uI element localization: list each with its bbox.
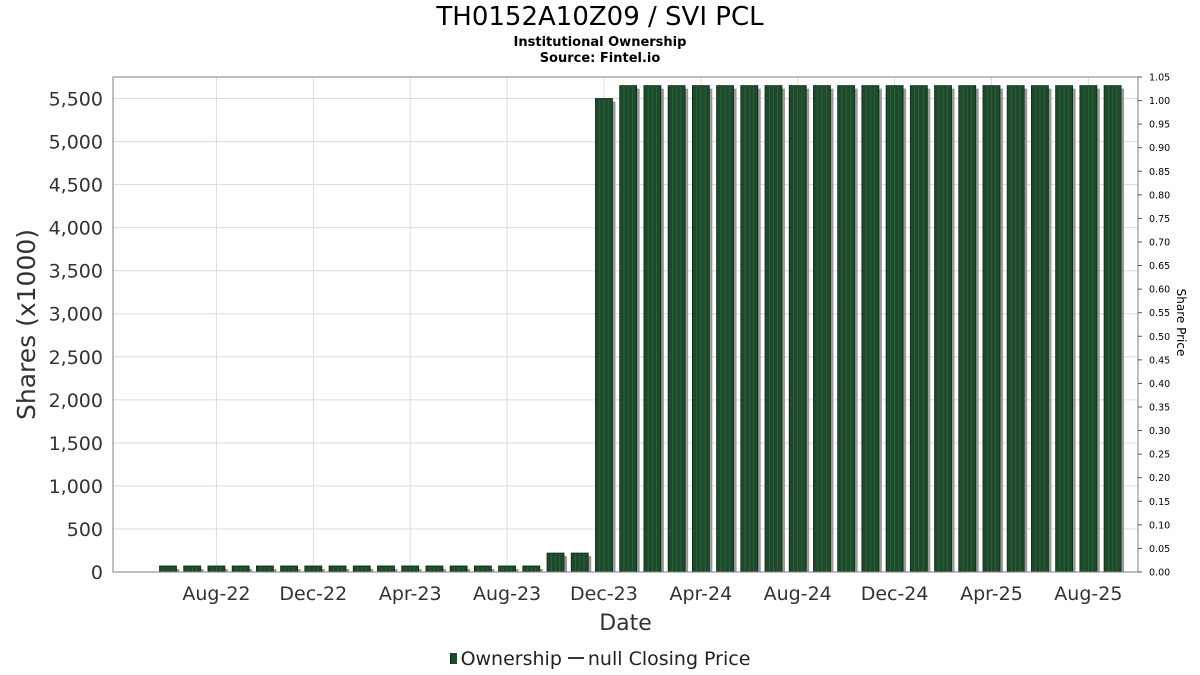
y2-tick-label: 0.60	[1149, 285, 1170, 296]
y2-tick-label: 0.40	[1149, 379, 1170, 390]
y-tick-label: 1,500	[49, 433, 103, 455]
x-axis: Aug-22 Dec-22 Apr-23 Aug-23 Dec-23 Apr-24 Aug-…	[182, 583, 1122, 605]
y-tick-label: 3,000	[49, 304, 103, 326]
y2-axis-label: Share Price	[1174, 289, 1188, 357]
x-tick-label: Aug-22	[182, 583, 250, 605]
y-tick-label: 2,500	[49, 347, 103, 369]
y2-axis: 0.00 0.05 0.10 0.15 0.20 0.25 0.30 0.35 0.40 0.45…	[1138, 73, 1170, 579]
x-tick-label: Aug-24	[764, 583, 832, 605]
y2-tick-label: 0.30	[1149, 426, 1170, 437]
x-axis-label: Date	[599, 611, 652, 636]
x-tick-label: Aug-23	[473, 583, 541, 605]
y2-tick-label: 0.25	[1149, 450, 1170, 461]
y-axis-label: Shares (x1000)	[12, 229, 41, 420]
y2-tick-label: 0.90	[1149, 143, 1170, 154]
y2-tick-label: 0.50	[1149, 332, 1170, 343]
y2-tick-label: 0.10	[1149, 520, 1170, 531]
legend-ownership-label: Ownership	[460, 648, 562, 670]
y2-tick-label: 0.35	[1149, 403, 1170, 414]
y2-tick-label: 0.65	[1149, 261, 1170, 272]
y2-tick-label: 0.00	[1149, 568, 1170, 579]
y2-tick-label: 0.95	[1149, 120, 1170, 131]
y-tick-label: 4,000	[49, 218, 103, 240]
legend-price-label: null Closing Price	[587, 648, 751, 670]
y2-tick-label: 0.20	[1149, 473, 1170, 484]
legend: Ownership null Closing Price	[0, 647, 1200, 671]
y2-tick-label: 0.85	[1149, 167, 1170, 178]
y-axis: 0 500 1,000 1,500 2,000 2,500 3,000 3,500 4,000 4…	[49, 89, 103, 584]
legend-ownership-swatch	[449, 653, 457, 664]
y-tick-label: 2,000	[49, 390, 103, 412]
y-tick-label: 500	[67, 519, 103, 541]
y-tick-label: 3,500	[49, 261, 103, 283]
x-tick-label: Aug-25	[1054, 583, 1122, 605]
y-tick-label: 1,000	[49, 476, 103, 498]
x-tick-label: Dec-23	[570, 583, 638, 605]
x-tick-label: Dec-24	[861, 583, 929, 605]
plot-frame	[112, 76, 1139, 573]
x-tick-label: Dec-22	[279, 583, 347, 605]
y2-tick-label: 0.45	[1149, 355, 1170, 366]
chart-subtitle: Institutional Ownership	[513, 35, 687, 50]
y2-tick-label: 0.75	[1149, 214, 1170, 225]
x-tick-label: Apr-25	[960, 583, 1023, 605]
y2-tick-label: 0.80	[1149, 190, 1170, 201]
y-tick-label: 0	[91, 562, 103, 584]
y2-tick-label: 0.55	[1149, 308, 1170, 319]
legend-price-swatch	[567, 657, 584, 659]
y2-tick-label: 1.00	[1149, 96, 1170, 107]
chart-source: Source: Fintel.io	[539, 51, 661, 66]
y2-tick-label: 0.15	[1149, 497, 1170, 508]
y2-tick-label: 0.05	[1149, 544, 1170, 555]
bars	[159, 85, 1125, 573]
y-tick-label: 4,500	[49, 175, 103, 197]
y-tick-label: 5,500	[49, 89, 103, 111]
x-tick-label: Apr-24	[669, 583, 732, 605]
y2-tick-label: 1.05	[1149, 73, 1170, 84]
y2-tick-label: 0.70	[1149, 238, 1170, 249]
chart-title: TH0152A10Z09 / SVI PCL	[436, 2, 764, 32]
x-tick-label: Apr-23	[379, 583, 442, 605]
y-tick-label: 5,000	[49, 132, 103, 154]
